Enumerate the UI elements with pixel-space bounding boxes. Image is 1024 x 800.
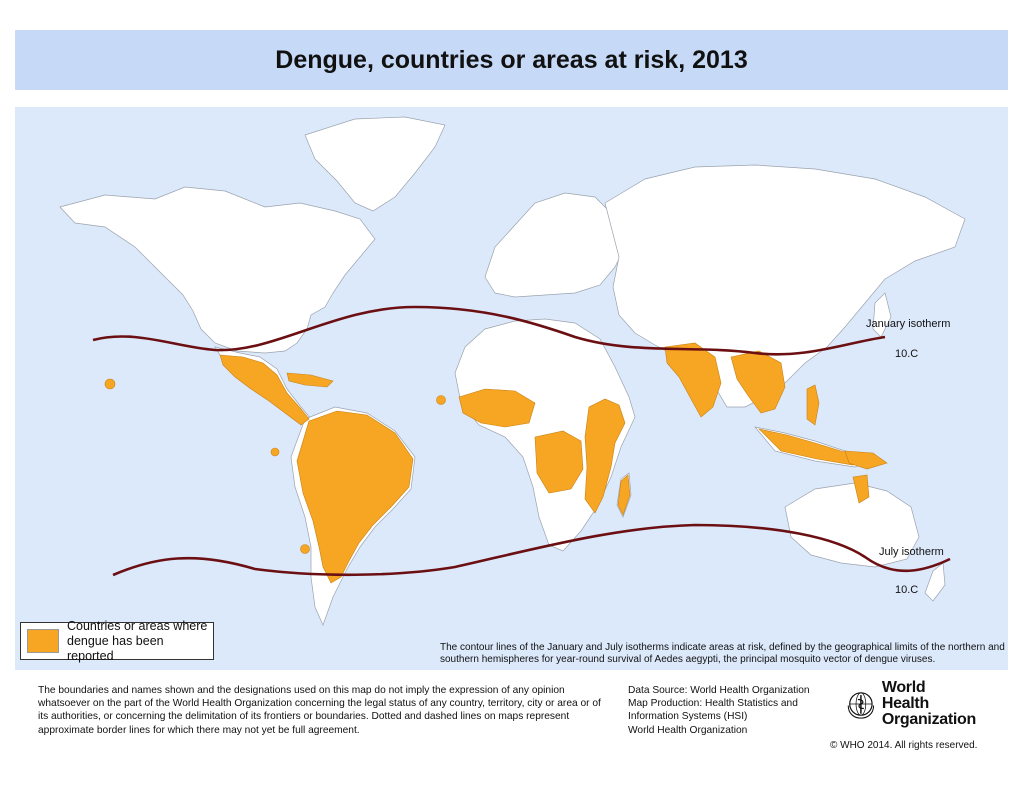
map-panel (15, 107, 1008, 670)
risk-galapagos (270, 447, 280, 457)
risk-easter-island (300, 544, 310, 554)
risk-caribbean (286, 372, 334, 388)
risk-central-africa (534, 430, 584, 494)
risk-areas (104, 342, 888, 584)
data-source-line4: World Health Organization (628, 724, 748, 736)
isotherm-note: The contour lines of the January and Jul… (440, 642, 1005, 665)
legend-label-line2: dengue has been reported (67, 633, 164, 663)
risk-east-africa (584, 398, 626, 514)
map-legend: Countries or areas where dengue has been… (20, 619, 214, 663)
land-greenland (304, 116, 446, 212)
risk-cape-verde (436, 395, 446, 405)
risk-south-america (296, 410, 414, 584)
data-source: Data Source: World Health Organization M… (628, 684, 818, 737)
land-new-zealand (924, 562, 946, 602)
risk-mexico-central-america (219, 354, 310, 426)
data-source-line1: Data Source: World Health Organization (628, 685, 810, 696)
risk-madagascar (617, 474, 631, 516)
risk-philippines (806, 384, 820, 426)
risk-hawaii (104, 378, 116, 390)
july-isotherm-value: 10.C (895, 584, 919, 596)
land-north-america (59, 186, 376, 354)
who-name-line1: World Health (881, 679, 929, 712)
who-emblem-icon (847, 692, 875, 719)
copyright: © WHO 2014. All rights reserved. (830, 740, 978, 751)
isotherms (92, 305, 951, 577)
risk-png (844, 450, 888, 470)
legend-label-line1: Countries or areas where (67, 618, 208, 633)
who-name-line2: Organization (881, 711, 976, 728)
january-isotherm-value: 10.C (895, 348, 919, 360)
land-masses (59, 116, 966, 626)
july-isotherm-label: July isotherm (879, 546, 944, 558)
who-name: World Health Organization (882, 680, 976, 728)
world-map (59, 116, 966, 626)
data-source-line3: Information Systems (HSI) (628, 711, 748, 723)
title-bar: Dengue, countries or areas at risk, 2013 (15, 30, 1008, 90)
land-asia (604, 164, 966, 408)
january-isotherm-line (92, 305, 886, 356)
risk-north-australia (852, 474, 870, 504)
data-source-line2: Map Production: Health Statistics and (628, 698, 798, 710)
risk-west-africa (458, 388, 536, 428)
legend-swatch-risk (27, 629, 59, 653)
land-japan (872, 292, 892, 338)
who-logo: World Health Organization (846, 680, 976, 728)
legend-label: Countries or areas where dengue has been… (67, 619, 213, 664)
land-europe (484, 192, 626, 298)
map-title: Dengue, countries or areas at risk, 2013 (275, 45, 748, 74)
disclaimer: The boundaries and names shown and the d… (38, 685, 601, 736)
land-australia (784, 482, 920, 568)
january-isotherm-label: January isotherm (866, 318, 951, 330)
july-isotherm-line (112, 523, 951, 577)
